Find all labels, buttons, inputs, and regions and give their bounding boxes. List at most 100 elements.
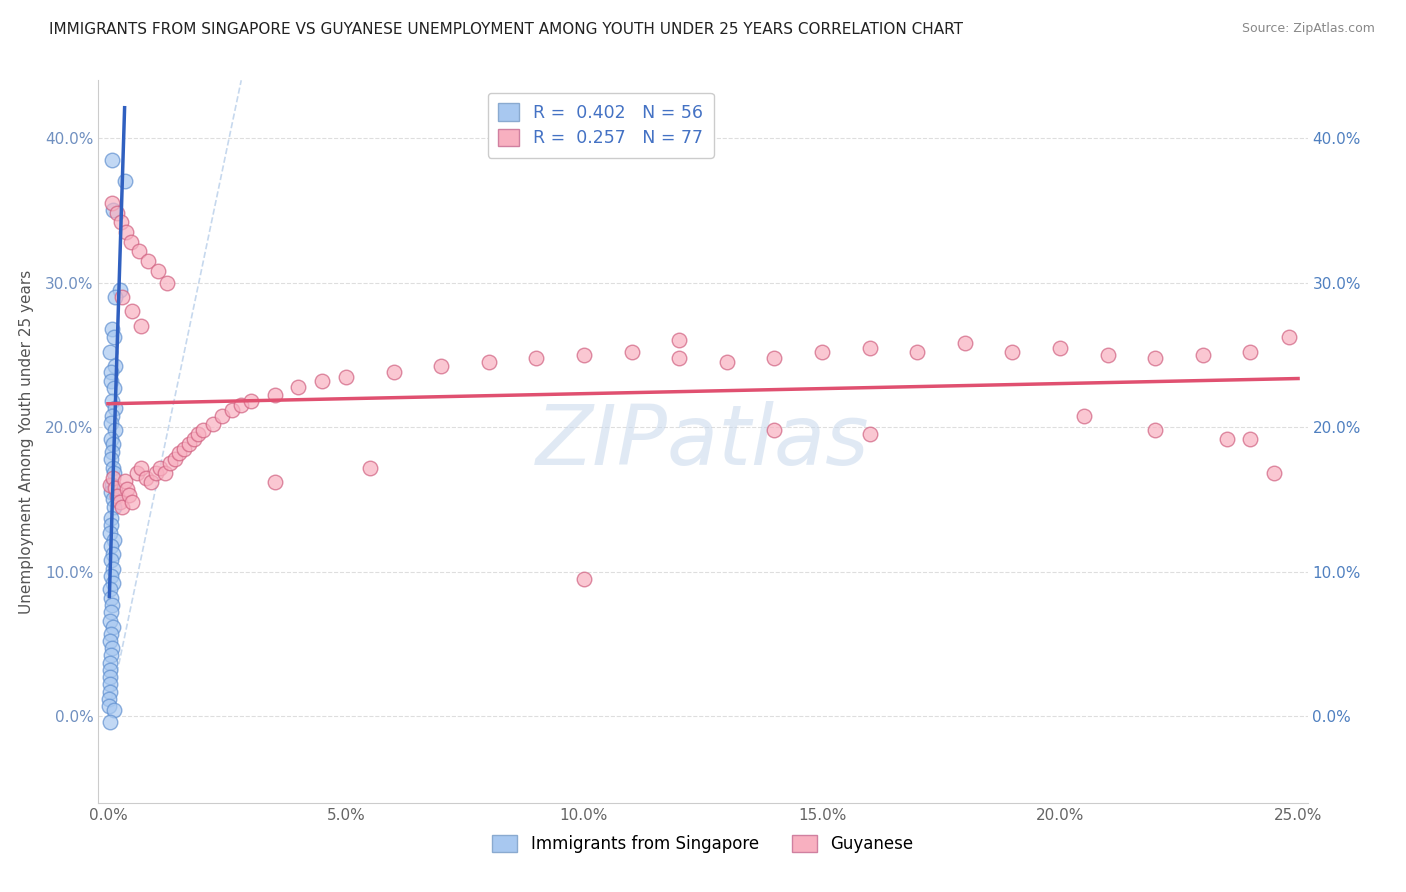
Point [115, 225, 138, 239]
Point [100, 518, 122, 533]
Point [173, 442, 195, 456]
Point [103, 533, 125, 547]
Point [524, 351, 547, 365]
Point [100, 569, 122, 583]
Point [716, 355, 738, 369]
Point [211, 409, 233, 423]
Point [953, 336, 976, 351]
Point [138, 253, 160, 268]
Point [128, 244, 150, 258]
Point [98, 656, 121, 670]
Point [231, 398, 253, 412]
Point [98, 670, 121, 684]
Point [905, 345, 928, 359]
Point [1239, 345, 1261, 359]
Point [104, 481, 127, 495]
Point [100, 432, 122, 446]
Point [100, 605, 122, 619]
Point [108, 283, 131, 297]
Point [382, 365, 405, 379]
Point [263, 388, 285, 402]
Text: Source: ZipAtlas.com: Source: ZipAtlas.com [1241, 22, 1375, 36]
Point [110, 215, 132, 229]
Point [156, 276, 179, 290]
Point [311, 374, 333, 388]
Point [104, 423, 127, 437]
Point [1001, 345, 1024, 359]
Point [139, 475, 162, 489]
Point [221, 402, 243, 417]
Point [572, 572, 595, 586]
Point [98, 634, 121, 648]
Point [1239, 432, 1261, 446]
Point [1073, 409, 1095, 423]
Point [100, 153, 122, 167]
Point [98, 677, 121, 691]
Point [100, 511, 122, 525]
Point [859, 427, 882, 442]
Point [114, 474, 136, 488]
Point [201, 417, 224, 432]
Y-axis label: Unemployment Among Youth under 25 years: Unemployment Among Youth under 25 years [18, 269, 34, 614]
Point [177, 437, 200, 451]
Point [859, 341, 882, 355]
Point [101, 619, 124, 633]
Point [98, 684, 121, 698]
Point [159, 456, 181, 470]
Point [115, 482, 138, 496]
Point [98, 582, 121, 596]
Point [107, 490, 129, 504]
Point [101, 203, 124, 218]
Point [98, 525, 121, 540]
Point [104, 359, 127, 374]
Point [100, 394, 122, 409]
Point [572, 348, 595, 362]
Point [105, 206, 128, 220]
Point [1049, 341, 1071, 355]
Point [114, 174, 136, 188]
Point [121, 304, 143, 318]
Point [668, 351, 690, 365]
Point [478, 355, 501, 369]
Legend: Immigrants from Singapore, Guyanese: Immigrants from Singapore, Guyanese [485, 828, 921, 860]
Point [101, 492, 124, 507]
Point [100, 478, 122, 492]
Point [103, 330, 125, 344]
Point [98, 663, 121, 677]
Point [100, 553, 122, 567]
Point [146, 264, 169, 278]
Point [191, 423, 214, 437]
Point [187, 427, 209, 442]
Point [100, 416, 122, 430]
Point [129, 318, 152, 333]
Point [118, 488, 141, 502]
Point [183, 432, 205, 446]
Point [169, 446, 191, 460]
Point [101, 470, 124, 484]
Point [101, 576, 124, 591]
Point [101, 437, 124, 451]
Point [1144, 351, 1167, 365]
Point [100, 539, 122, 553]
Point [145, 467, 167, 481]
Point [100, 374, 122, 388]
Point [120, 235, 142, 249]
Point [1097, 348, 1119, 362]
Point [100, 485, 122, 500]
Point [100, 196, 122, 211]
Point [1192, 348, 1215, 362]
Point [239, 394, 262, 409]
Point [108, 495, 131, 509]
Point [111, 290, 134, 304]
Point [129, 460, 152, 475]
Point [101, 547, 124, 561]
Point [100, 444, 122, 458]
Point [149, 460, 172, 475]
Point [1144, 423, 1167, 437]
Point [163, 451, 186, 466]
Point [121, 495, 143, 509]
Point [620, 345, 643, 359]
Point [101, 460, 124, 475]
Point [98, 691, 121, 706]
Point [763, 351, 786, 365]
